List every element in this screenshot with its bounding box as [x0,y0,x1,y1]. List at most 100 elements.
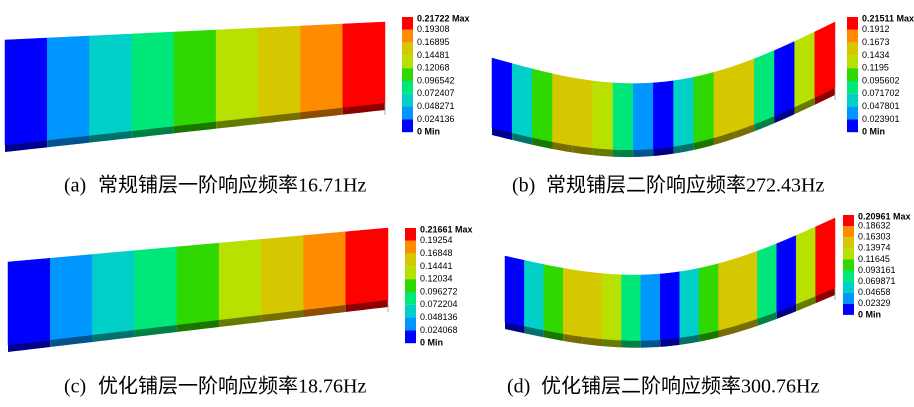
beam-band [795,32,815,107]
beam-band [573,78,593,148]
legend-swatch [847,55,858,68]
beam-band [50,254,92,340]
beam-band [553,74,573,146]
legend-swatch [847,68,858,81]
beam-band [47,36,89,140]
beam-band [216,28,258,122]
legend-swatch [402,43,413,56]
beam-band [583,271,602,339]
beam-band [694,72,714,143]
legend-swatch [843,293,854,304]
legend-swatch [405,305,416,318]
beam-band [738,251,757,325]
legend-swatch [843,304,854,315]
legend-label: 0.1434 [862,50,890,60]
legend-swatch [402,55,413,68]
beam-band [660,272,679,340]
legend-swatch [402,30,413,43]
caption-text: 优化铺层一阶响应频率18.76Hz [98,375,366,398]
legend-swatch [843,226,854,237]
beam-band [757,244,776,319]
legend-swatch [843,248,854,259]
panel: 0.21722 Max0.193080.168950.144810.120680… [5,13,470,196]
legend-label: 0.024068 [420,325,458,335]
legend-swatch [843,271,854,282]
beam-band [346,228,388,305]
caption-label: (d) [507,376,530,398]
beam-band [641,274,660,341]
legend-label: 0.19308 [417,24,450,34]
legend-label: 0.023901 [862,114,900,124]
legend-label: 0.02329 [858,298,891,308]
beam-band [653,81,673,149]
beam-side [633,149,653,157]
legend-swatch [402,94,413,107]
legend-label: 0.095602 [862,75,900,85]
beam-band [796,227,815,304]
beam-band [719,258,738,331]
legend-label: 0.21661 Max [420,224,473,234]
beam-band [754,50,774,124]
beam-band [512,64,532,138]
beam-band [8,258,50,345]
legend-label: 0.14441 [420,261,453,271]
panel: 0.21511 Max0.19120.16730.14340.11950.095… [492,13,914,196]
beam-side [621,340,640,347]
beam-band [680,268,699,338]
beam-band [674,77,694,146]
legend-label: 0.093161 [858,265,896,275]
legend-label: 0 Min [858,309,881,319]
caption-label: (a) [64,175,86,197]
beam-band [593,81,613,150]
legend-swatch [847,119,858,132]
legend-label: 0.21722 Max [417,13,470,23]
beam-band [177,243,219,325]
legend-label: 0.12034 [420,274,453,284]
legend-swatch [847,107,858,120]
beam-band [532,69,552,142]
legend-swatch [843,282,854,293]
beam-band [304,232,346,310]
panel: 0.20961 Max0.186320.163030.139740.116450… [505,211,911,397]
legend-label: 0.04658 [858,287,891,297]
beam-side [602,339,621,347]
legend-label: 0.1673 [862,37,890,47]
legend-label: 0.1195 [862,63,889,73]
beam-band [774,41,794,116]
legend-swatch [405,279,416,292]
beam-band [563,268,582,337]
legend-swatch [847,94,858,107]
legend-label: 0.072204 [420,299,458,309]
legend-label: 0.16848 [420,248,453,258]
legend-label: 0.096272 [420,286,458,296]
panel: 0.21661 Max0.192540.168480.144410.120340… [8,224,473,397]
beam-side [641,340,660,348]
legend-swatch [402,68,413,81]
legend-swatch [847,43,858,56]
caption-text: 常规铺层一阶响应频率16.71Hz [98,174,366,197]
beam-band [633,83,653,150]
legend-label: 0 Min [417,127,440,137]
beam-side [613,150,633,157]
legend-label: 0.024136 [417,114,455,124]
legend-swatch [843,237,854,248]
caption-text: 常规铺层二阶响应频率272.43Hz [546,174,824,197]
legend-swatch [405,254,416,267]
legend-label: 0.096542 [417,75,455,85]
beam-band [219,239,261,320]
beam-band [621,275,640,341]
legend-swatch [402,107,413,120]
legend-label: 0.14481 [417,50,450,60]
legend-swatch [405,241,416,254]
legend-label: 0.18632 [858,220,891,230]
legend-label: 0.11645 [858,254,890,264]
legend-swatch [405,318,416,331]
legend-swatch [847,81,858,94]
legend-label: 0.13974 [858,243,891,253]
legend-label: 0.047801 [862,101,900,111]
beam-band [261,236,303,315]
figure: 0.21722 Max0.193080.168950.144810.120680… [0,0,914,407]
legend-swatch [405,266,416,279]
legend-label: 0.048271 [417,101,455,111]
beam-band [5,38,47,145]
